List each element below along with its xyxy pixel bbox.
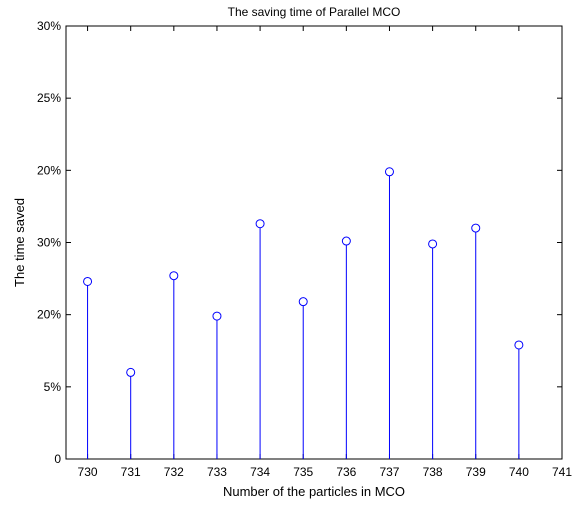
data-point xyxy=(471,223,481,233)
x-tick-label: 732 xyxy=(164,465,184,479)
data-point xyxy=(341,236,351,246)
y-tick-label: 30% xyxy=(37,236,61,250)
data-point xyxy=(255,219,265,229)
x-tick-label: 733 xyxy=(207,465,227,479)
x-axis-label: Number of the particles in MCO xyxy=(223,484,405,499)
data-point xyxy=(212,311,222,321)
y-tick-label: 20% xyxy=(37,308,61,322)
x-tick-label: 741 xyxy=(552,465,572,479)
data-point xyxy=(126,367,136,377)
data-series xyxy=(83,167,524,459)
chart-title: The saving time of Parallel MCO xyxy=(228,5,401,19)
x-tick-label: 736 xyxy=(336,465,356,479)
y-axis: 0 5% 20% 30% 20% 25% 30% xyxy=(37,19,562,466)
y-tick-label: 30% xyxy=(37,19,61,33)
x-tick-label: 739 xyxy=(466,465,486,479)
plot-area xyxy=(65,25,563,460)
data-point xyxy=(169,271,179,281)
x-tick-label: 730 xyxy=(78,465,98,479)
x-tick-label: 731 xyxy=(121,465,141,479)
x-tick-label: 738 xyxy=(423,465,443,479)
data-point xyxy=(83,276,93,286)
data-point xyxy=(384,167,394,177)
data-point xyxy=(298,297,308,307)
x-tick-label: 740 xyxy=(509,465,529,479)
data-point xyxy=(428,239,438,249)
x-axis: 730 731 732 733 734 735 736 737 738 739 740 741 xyxy=(78,26,572,479)
x-tick-label: 734 xyxy=(250,465,270,479)
x-tick-label: 735 xyxy=(293,465,313,479)
data-point xyxy=(514,340,524,350)
x-tick-label: 737 xyxy=(379,465,399,479)
y-tick-label: 0 xyxy=(54,452,61,466)
plot-frame xyxy=(65,25,563,460)
y-tick-label: 5% xyxy=(44,380,62,394)
y-axis-label: The time saved xyxy=(12,198,27,287)
y-tick-label: 20% xyxy=(37,163,61,177)
y-tick-label: 25% xyxy=(37,91,61,105)
